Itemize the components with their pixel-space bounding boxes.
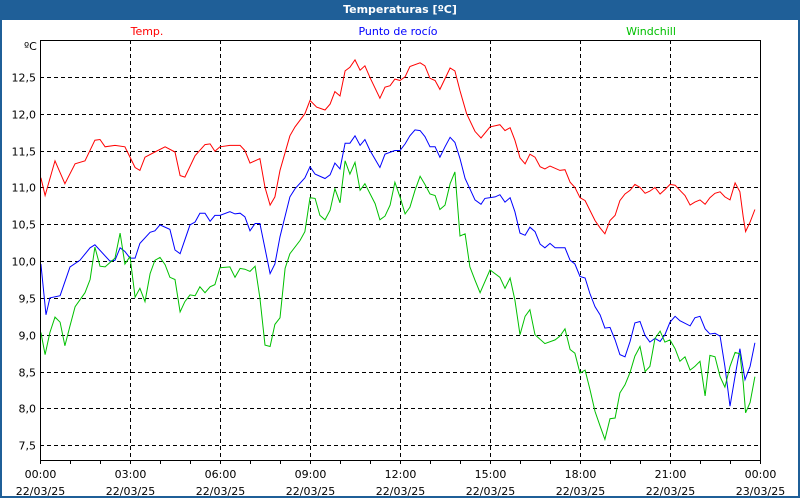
legend-dew-point: Punto de rocío [358, 25, 437, 38]
x-tick-date-label: 22/03/25 [646, 485, 695, 498]
x-tick-date-label: 22/03/25 [556, 485, 605, 498]
legend-windchill: Windchill [626, 25, 676, 38]
y-tick-label: 12,0 [12, 109, 37, 122]
y-tick-label: 8,0 [19, 403, 37, 416]
y-tick-label: 10,0 [12, 256, 37, 269]
y-tick-label: 7,5 [19, 440, 37, 453]
x-tick-time-label: 15:00 [475, 468, 507, 481]
y-tick-label: 11,0 [12, 182, 37, 195]
x-tick-time-label: 12:00 [385, 468, 417, 481]
x-tick-date-label: 23/03/25 [736, 485, 785, 498]
x-tick-date-label: 22/03/25 [376, 485, 425, 498]
y-tick-label: 9,5 [19, 293, 37, 306]
x-tick-date-label: 22/03/25 [106, 485, 155, 498]
y-tick-label: 8,5 [19, 367, 37, 380]
x-tick-time-label: 21:00 [655, 468, 687, 481]
x-tick-date-label: 22/03/25 [466, 485, 515, 498]
x-tick-date-label: 22/03/25 [16, 485, 65, 498]
x-tick-time-label: 00:00 [745, 468, 777, 481]
y-tick-label: 10,5 [12, 219, 37, 232]
y-tick-label: 11,5 [12, 146, 37, 159]
legend-temp: Temp. [130, 25, 164, 38]
x-tick-time-label: 06:00 [205, 468, 237, 481]
series-line-windchill [40, 160, 756, 442]
x-tick-time-label: 00:00 [25, 468, 57, 481]
window-title: Temperaturas [ºC] [0, 0, 800, 20]
x-tick-time-label: 18:00 [565, 468, 597, 481]
y-tick-label: 12,5 [12, 72, 37, 85]
y-tick-label: 9,0 [19, 330, 37, 343]
x-tick-time-label: 03:00 [115, 468, 147, 481]
y-axis-unit-label: ºC [24, 40, 37, 53]
series-line-temp [40, 58, 756, 235]
x-tick-date-label: 22/03/25 [286, 485, 335, 498]
series-line-dew-point [40, 129, 756, 407]
x-tick-time-label: 09:00 [295, 468, 327, 481]
x-tick-date-label: 22/03/25 [196, 485, 245, 498]
